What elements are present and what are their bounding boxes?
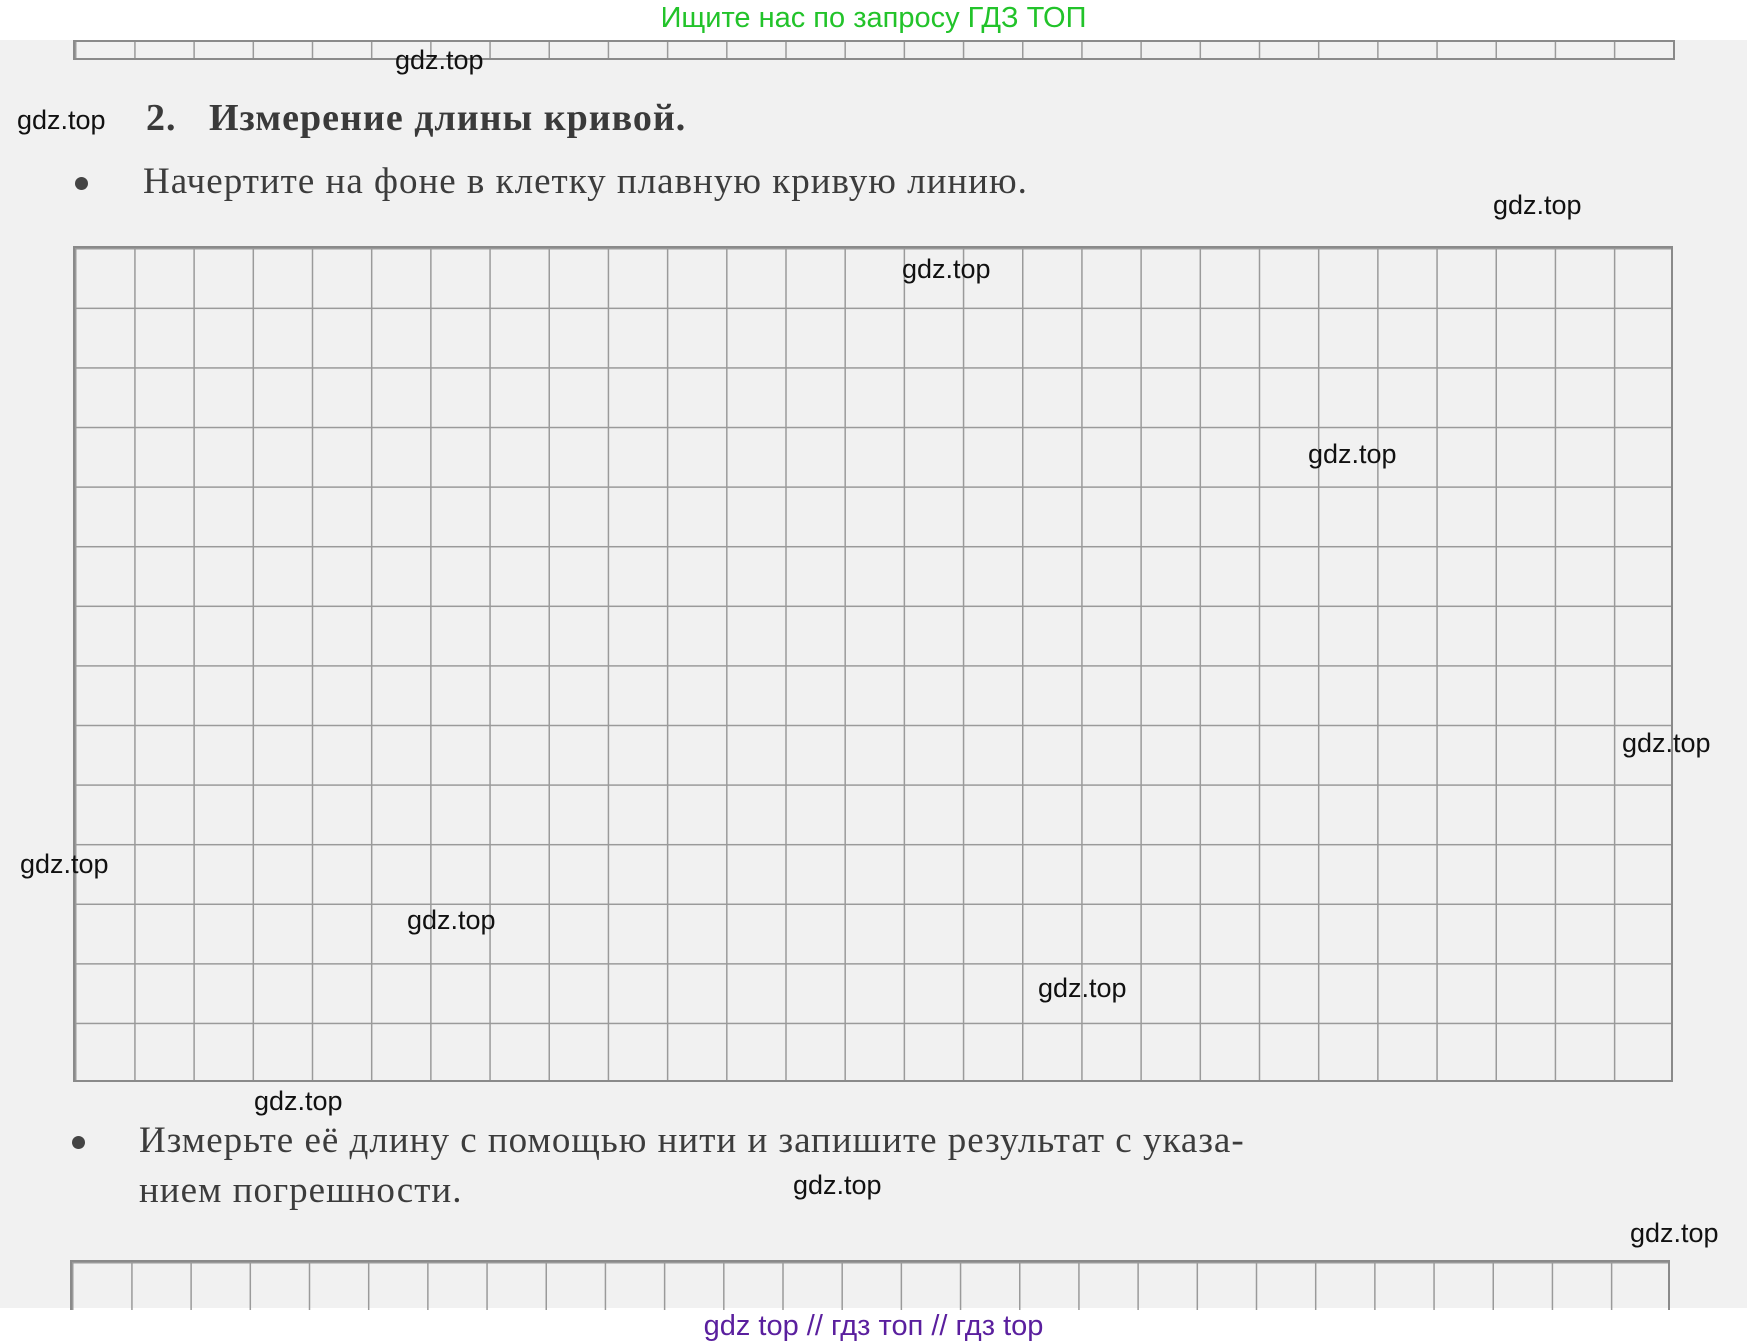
instruction-measure-line1: Измерьте её длину с помощью нити и запиш… <box>139 1120 1245 1161</box>
watermark: gdz.top <box>1630 1218 1719 1248</box>
watermark: gdz.top <box>1308 439 1397 469</box>
watermark: gdz.top <box>17 105 106 135</box>
task-number: 2. <box>146 97 177 139</box>
bullet-icon <box>75 177 88 190</box>
task-title: Измерение длины кривой. <box>209 97 687 139</box>
footer-banner: gdz top // гдз топ // гдз top <box>0 1310 1747 1343</box>
grid-top-partial <box>73 40 1675 60</box>
watermark: gdz.top <box>407 905 496 935</box>
watermark: gdz.top <box>254 1086 343 1116</box>
instruction-measure-line2: нием погрешности. <box>139 1170 463 1211</box>
watermark: gdz.top <box>1038 973 1127 1003</box>
watermark: gdz.top <box>395 45 484 75</box>
bullet-icon <box>72 1136 85 1149</box>
search-banner: Ищите нас по запросу ГДЗ ТОП <box>660 2 1087 34</box>
task-heading: 2. Измерение длины кривой. <box>146 96 686 140</box>
watermark: gdz.top <box>1622 728 1711 758</box>
watermark: gdz.top <box>902 254 991 284</box>
watermark: gdz.top <box>1493 190 1582 220</box>
watermark: gdz.top <box>20 849 109 879</box>
drawing-grid[interactable] <box>73 246 1673 1082</box>
instruction-draw: Начертите на фоне в клетку плавную криву… <box>143 161 1028 202</box>
watermark: gdz.top <box>793 1170 882 1200</box>
